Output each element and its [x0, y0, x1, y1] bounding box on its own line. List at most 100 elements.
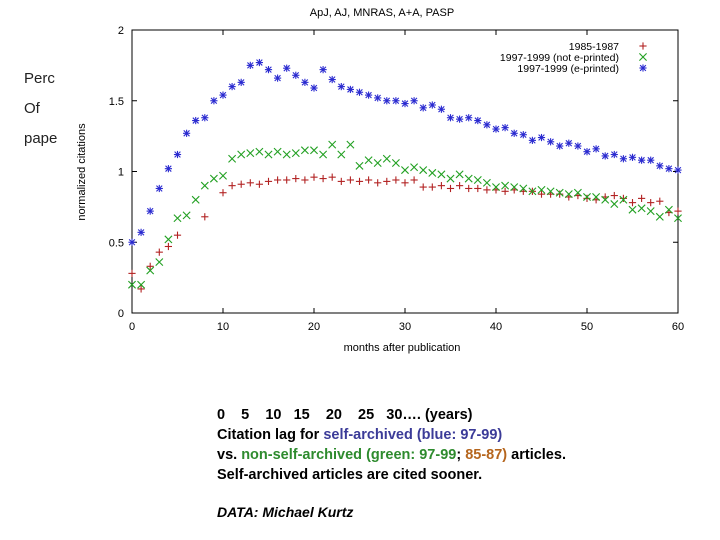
data-point-1985-1987 — [638, 194, 646, 202]
data-point-1985-1987 — [556, 190, 564, 198]
data-point-1985-1987 — [246, 179, 254, 187]
data-point-1985-1987 — [674, 207, 682, 215]
data-point-1985-1987 — [346, 176, 354, 184]
data-point-eprinted — [337, 83, 345, 91]
data-point-eprinted — [237, 78, 245, 86]
data-point-1985-1987 — [201, 213, 209, 221]
data-point-eprinted — [246, 61, 254, 69]
data-point-1985-1987 — [401, 179, 409, 187]
data-point-eprinted — [164, 165, 172, 173]
data-point-eprinted — [219, 91, 227, 99]
x-tick-label: 50 — [581, 321, 593, 333]
data-point-eprinted — [510, 129, 518, 137]
data-point-1985-1987 — [446, 184, 455, 193]
data-point-not-eprinted — [610, 200, 619, 209]
data-point-1985-1987 — [283, 176, 291, 184]
data-point-1985-1987 — [310, 173, 318, 181]
data-point-1985-1987 — [255, 180, 263, 188]
data-point-1985-1987 — [264, 177, 273, 186]
data-point-eprinted — [355, 88, 364, 96]
data-point-eprinted — [592, 145, 600, 153]
data-point-1985-1987 — [146, 262, 154, 270]
slide-text-fragment: pape — [24, 130, 58, 147]
data-point-1985-1987 — [483, 186, 491, 194]
data-point-not-eprinted — [164, 235, 173, 244]
data-point-1985-1987 — [537, 190, 546, 198]
data-point-not-eprinted — [209, 174, 218, 183]
data-point-eprinted — [274, 74, 282, 82]
data-point-1985-1987 — [173, 231, 182, 239]
legend-marker — [639, 42, 647, 50]
data-point-eprinted — [365, 91, 373, 99]
x-axis-label: months after publication — [344, 342, 461, 354]
x-tick-label: 0 — [129, 321, 135, 333]
legend-marker — [639, 64, 647, 72]
data-point-1985-1987 — [465, 184, 473, 193]
data-point-1985-1987 — [355, 177, 364, 186]
data-point-1985-1987 — [392, 176, 400, 184]
data-point-not-eprinted — [373, 159, 382, 167]
data-point-eprinted — [392, 97, 400, 105]
data-point-eprinted — [483, 121, 491, 129]
data-point-1985-1987 — [128, 269, 136, 277]
data-point-eprinted — [201, 114, 209, 122]
data-point-not-eprinted — [346, 140, 355, 149]
data-point-not-eprinted — [264, 150, 273, 159]
data-point-eprinted — [656, 162, 664, 170]
data-point-not-eprinted — [492, 183, 500, 192]
caption-line: vs. non-self-archived (green: 97-99; 85-… — [217, 445, 566, 465]
data-point-eprinted — [419, 104, 427, 112]
data-point-eprinted — [264, 66, 273, 74]
caption-years-line: 0 5 10 15 20 25 30…. (years) — [217, 407, 473, 423]
data-point-not-eprinted — [464, 174, 473, 183]
data-point-eprinted — [556, 142, 564, 150]
data-point-eprinted — [183, 129, 191, 137]
data-point-not-eprinted — [282, 150, 291, 159]
data-point-not-eprinted — [664, 205, 673, 214]
data-point-eprinted — [292, 71, 300, 79]
data-point-1985-1987 — [428, 183, 436, 191]
data-point-1985-1987 — [365, 176, 373, 184]
data-point-not-eprinted — [391, 159, 400, 167]
slide-text-fragment: Perc — [24, 70, 55, 87]
data-point-1985-1987 — [647, 199, 655, 207]
data-point-not-eprinted — [519, 184, 528, 193]
caption-line: Citation lag for self-archived (blue: 97… — [217, 425, 566, 445]
data-point-not-eprinted — [428, 168, 437, 177]
data-point-eprinted — [319, 66, 327, 74]
data-point-not-eprinted — [637, 204, 646, 213]
data-point-eprinted — [410, 97, 418, 105]
data-point-eprinted — [146, 207, 154, 215]
data-point-1985-1987 — [219, 189, 227, 197]
data-point-1985-1987 — [628, 199, 637, 207]
data-point-1985-1987 — [228, 182, 236, 190]
data-point-not-eprinted — [501, 181, 510, 190]
data-point-not-eprinted — [137, 280, 146, 289]
data-point-eprinted — [137, 228, 145, 236]
data-point-1985-1987 — [374, 179, 382, 187]
data-point-eprinted — [674, 166, 682, 174]
data-point-1985-1987 — [237, 180, 245, 188]
data-point-not-eprinted — [646, 207, 655, 216]
data-point-not-eprinted — [674, 214, 682, 223]
data-point-eprinted — [601, 152, 609, 160]
citation-chart: ApJ, AJ, MNRAS, A+A, PASP 0 10 20 30 40 50 600… — [76, 7, 685, 354]
data-point-not-eprinted — [364, 156, 373, 165]
data-point-eprinted — [628, 153, 637, 161]
data-point-eprinted — [173, 150, 182, 159]
caption-conclusion: Self-archived articles are cited sooner. — [217, 467, 483, 483]
data-point-eprinted — [456, 115, 464, 123]
data-point-not-eprinted — [273, 147, 282, 156]
x-tick-label: 60 — [672, 321, 684, 333]
x-tick-label: 40 — [490, 321, 502, 333]
data-credit: DATA: Michael Kurtz — [217, 504, 354, 520]
data-point-eprinted — [528, 136, 536, 144]
legend-label: 1985-1987 — [569, 41, 619, 53]
data-point-1985-1987 — [419, 183, 427, 191]
data-point-not-eprinted — [146, 266, 155, 275]
data-point-not-eprinted — [291, 149, 300, 158]
data-marks — [128, 58, 682, 293]
data-point-not-eprinted — [528, 187, 537, 196]
data-point-not-eprinted — [382, 154, 391, 163]
